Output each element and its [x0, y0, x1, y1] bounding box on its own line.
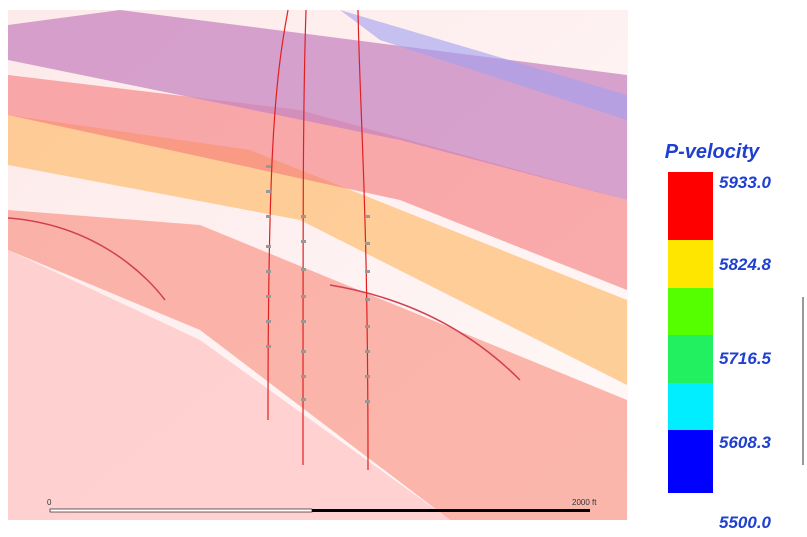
- color-band: [668, 335, 713, 383]
- legend-label: 5716.5: [719, 349, 772, 368]
- layer: [340, 10, 627, 120]
- scale-segment: [312, 509, 590, 512]
- legend-label: 5500.0: [719, 513, 772, 532]
- color-band: [668, 240, 713, 288]
- legend-label: 5608.3: [719, 433, 772, 452]
- well: [357, 9, 369, 471]
- color-band: [668, 172, 713, 240]
- color-band: [668, 288, 713, 335]
- fault: [329, 284, 521, 381]
- well-markers: [266, 165, 370, 403]
- color-band: [668, 430, 713, 493]
- layer: [8, 210, 627, 520]
- layer: [8, 75, 627, 290]
- well: [302, 9, 307, 466]
- legend-title: P-velocity: [665, 141, 760, 163]
- layer: [8, 250, 450, 520]
- color-band: [668, 383, 713, 430]
- scale-bar: 0 2000 ft: [47, 498, 597, 513]
- fault: [7, 217, 166, 301]
- viewport: 0 2000 ft: [7, 9, 628, 520]
- scale-start: 0: [47, 498, 52, 507]
- scale-end: 2000 ft: [572, 498, 597, 507]
- scale-segment: [49, 508, 313, 513]
- layer: [8, 115, 627, 385]
- legend-label: 5824.8: [719, 255, 772, 274]
- legend-label: 5933.0: [719, 173, 772, 192]
- legend: P-velocity 5933.0 5824.8 5716.5 5608.3 5…: [665, 141, 772, 532]
